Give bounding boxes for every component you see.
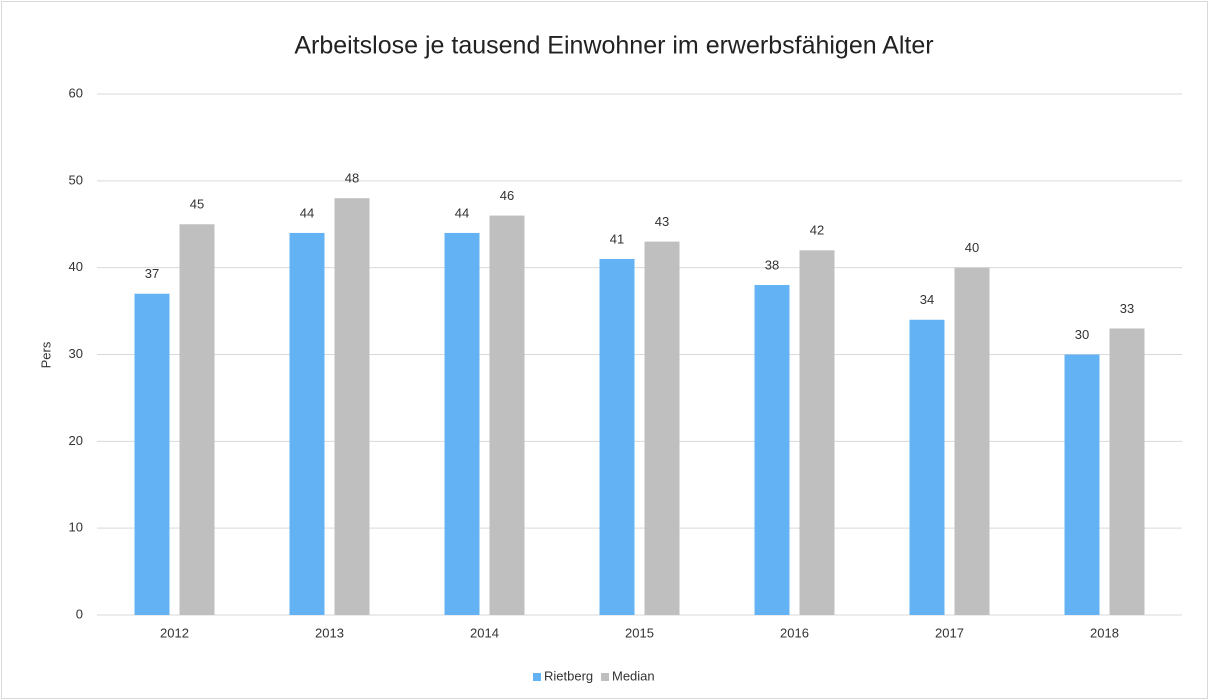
y-tick-label: 20: [69, 433, 83, 448]
data-label: 44: [455, 205, 469, 220]
bar: [489, 215, 525, 616]
legend-label: Rietberg: [544, 668, 593, 683]
bar: [799, 250, 835, 616]
x-tick-label: 2013: [315, 625, 344, 640]
x-tick-label: 2015: [625, 625, 654, 640]
data-label: 42: [810, 223, 824, 238]
bar: [289, 232, 325, 615]
bar: [754, 285, 790, 615]
data-label: 37: [145, 266, 159, 281]
x-tick-label: 2012: [160, 625, 189, 640]
data-label: 46: [500, 188, 514, 203]
bar: [954, 267, 990, 615]
legend-swatch: [533, 673, 541, 681]
data-label: 43: [655, 214, 669, 229]
data-label: 30: [1075, 327, 1089, 342]
y-tick-label: 30: [69, 346, 83, 361]
y-tick-label: 0: [76, 606, 83, 621]
y-tick-label: 50: [69, 172, 83, 187]
y-tick-label: 10: [69, 520, 83, 535]
data-label: 41: [610, 231, 624, 246]
bar: [909, 319, 945, 615]
data-label: 48: [345, 171, 359, 186]
data-label: 38: [765, 257, 779, 272]
y-tick-label: 60: [69, 85, 83, 100]
data-label: 45: [190, 197, 204, 212]
bar: [134, 293, 170, 615]
bar: [644, 241, 680, 615]
data-label: 33: [1120, 301, 1134, 316]
data-label: 44: [300, 205, 314, 220]
bar: [1064, 354, 1100, 615]
y-axis-label: Pers: [38, 341, 53, 368]
x-tick-label: 2014: [470, 625, 499, 640]
bar: [599, 258, 635, 615]
data-label: 34: [920, 292, 934, 307]
x-tick-label: 2017: [935, 625, 964, 640]
legend-swatch: [601, 673, 609, 681]
y-tick-label: 40: [69, 259, 83, 274]
bar: [1109, 328, 1145, 615]
bar: [444, 232, 480, 615]
x-tick-label: 2016: [780, 625, 809, 640]
data-label: 40: [965, 240, 979, 255]
chart-title: Arbeitslose je tausend Einwohner im erwe…: [294, 32, 933, 60]
x-tick-label: 2018: [1090, 625, 1119, 640]
bar: [334, 198, 370, 615]
legend-label: Median: [612, 668, 655, 683]
bar: [179, 224, 215, 615]
